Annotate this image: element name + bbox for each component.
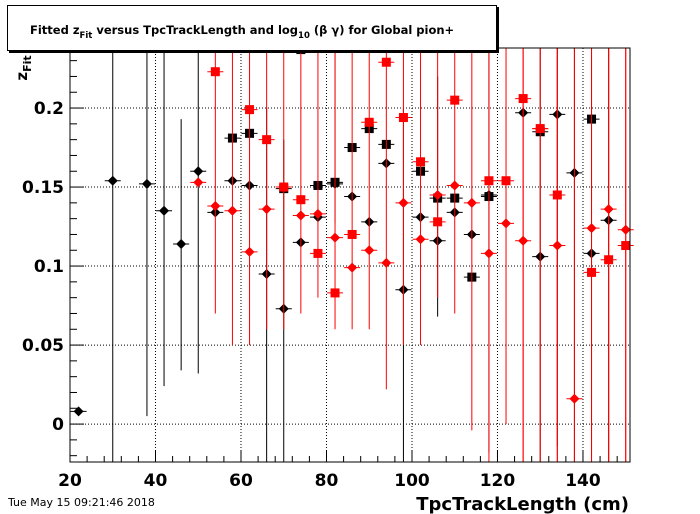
title-middle: versus TpcTrackLength and log (92, 23, 298, 37)
grid-lines (70, 48, 630, 462)
diamond-marker (244, 246, 255, 257)
data-point (156, 48, 173, 387)
data-point (395, 48, 412, 346)
x-tick-label: 60 (229, 471, 253, 491)
x-tick-label: 80 (315, 471, 339, 491)
diamond-marker (278, 182, 289, 193)
data-point (241, 48, 258, 346)
title-suffix: (β γ) for Global pion+ (310, 23, 454, 37)
data-point (344, 48, 361, 330)
chart-title-box: Fitted zFit versus TpcTrackLength and lo… (7, 5, 497, 51)
data-point (361, 48, 378, 330)
y-tick-label: 0.1 (34, 257, 64, 277)
data-point (429, 48, 446, 298)
data-point (173, 119, 190, 371)
y-tick-label: 0.05 (22, 336, 64, 356)
data-point (207, 48, 224, 314)
data-point (480, 48, 497, 462)
diamond-marker (347, 262, 358, 273)
data-point (292, 48, 309, 314)
diamond-marker (415, 234, 426, 245)
data-point (258, 48, 275, 330)
y-axis-label: zFit (13, 55, 34, 80)
data-point (138, 48, 155, 417)
data-points (70, 45, 634, 462)
diamond-marker (381, 257, 392, 268)
data-point (190, 177, 207, 188)
data-point (498, 48, 515, 425)
data-point (532, 48, 549, 462)
chart-title: Fitted zFit versus TpcTrackLength and lo… (30, 23, 454, 41)
diamond-marker (159, 205, 170, 216)
title-sub: Fit (80, 31, 93, 41)
data-point (70, 406, 87, 417)
title-prefix: Fitted z (30, 23, 80, 37)
svg-text:Fitted zFit versus TpcTrackL: Fitted zFit versus TpcTrackLength and lo… (30, 23, 454, 41)
diamond-marker (603, 204, 614, 215)
title-sub2: 10 (298, 31, 310, 41)
diamond-marker (261, 204, 272, 215)
data-point (463, 48, 480, 431)
y-tick-label: 0.2 (34, 99, 64, 119)
diamond-marker (466, 197, 477, 208)
y-tick-label: 0 (52, 415, 64, 435)
data-point (104, 48, 121, 462)
diamond-marker (432, 189, 443, 200)
diamond-marker (620, 224, 631, 235)
data-point (309, 48, 326, 298)
data-point (327, 48, 344, 330)
diamond-marker (398, 197, 409, 208)
diamond-marker (107, 175, 118, 186)
diamond-marker (193, 177, 204, 188)
diamond-marker (364, 245, 375, 256)
data-point (378, 48, 395, 390)
y-axis-label-sub: Fit (21, 55, 34, 72)
data-point (275, 48, 292, 330)
x-axis-label: TpcTrackLength (cm) (416, 494, 629, 514)
diamond-marker (295, 210, 306, 221)
diamond-marker (552, 240, 563, 251)
diamond-marker (210, 201, 221, 212)
x-tick-label: 40 (144, 471, 168, 491)
data-point (617, 48, 634, 462)
diamond-marker (535, 123, 546, 134)
plot-area (70, 48, 630, 462)
data-point (549, 48, 566, 462)
diamond-marker (449, 180, 460, 191)
diamond-marker (569, 393, 580, 404)
diamond-marker (73, 406, 84, 417)
x-tick-label: 120 (480, 471, 516, 491)
y-axis-label-main: z (13, 72, 31, 81)
diamond-marker (141, 178, 152, 189)
data-point (190, 48, 207, 374)
x-tick-label: 140 (565, 471, 601, 491)
diamond-marker (312, 208, 323, 219)
data-point (412, 48, 429, 346)
data-point (446, 48, 463, 314)
data-point (224, 48, 241, 346)
data-point (515, 48, 532, 462)
x-tick-label: 20 (58, 471, 82, 491)
diamond-marker (176, 238, 187, 249)
data-point (600, 48, 617, 462)
diamond-marker (330, 232, 341, 243)
diamond-marker (193, 166, 204, 177)
diamond-marker (586, 223, 597, 234)
diamond-marker (501, 218, 512, 229)
y-tick-label: 0.15 (22, 178, 64, 198)
data-point (583, 48, 600, 462)
timestamp-footer: Tue May 15 09:21:46 2018 (8, 496, 155, 509)
diamond-marker (518, 235, 529, 246)
diamond-marker (227, 205, 238, 216)
x-tick-label: 100 (394, 471, 430, 491)
diamond-marker (483, 248, 494, 259)
data-point (566, 48, 583, 462)
